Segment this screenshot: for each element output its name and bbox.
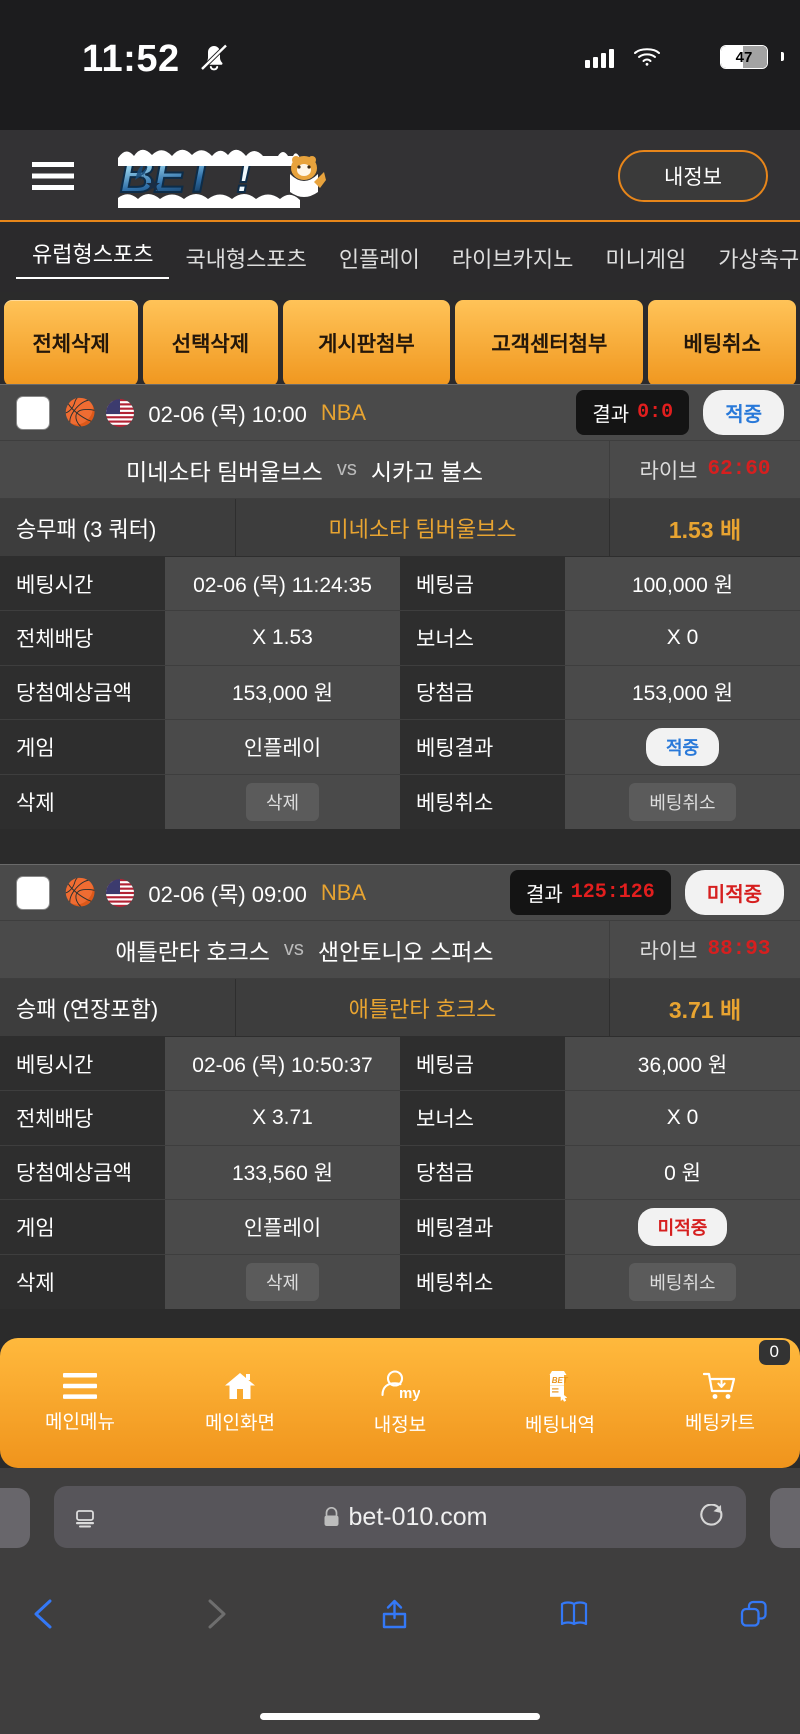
svg-text:my: my [399,1385,420,1402]
svg-text:BET: BET [552,1376,569,1385]
